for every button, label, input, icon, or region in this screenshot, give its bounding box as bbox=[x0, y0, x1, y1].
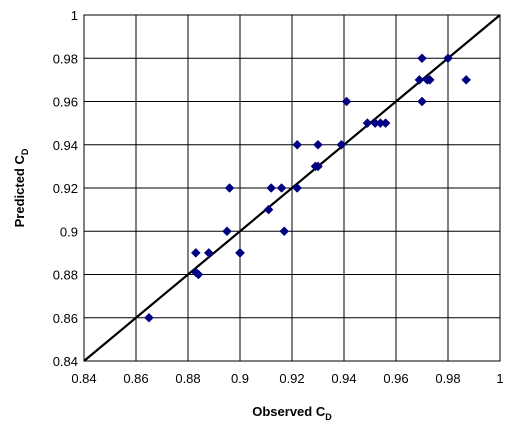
data-point bbox=[417, 53, 427, 64]
x-tick-label: 0.9 bbox=[231, 371, 249, 386]
data-point bbox=[292, 139, 303, 150]
data-point bbox=[424, 75, 435, 85]
y-tick-label: 0.9 bbox=[60, 224, 78, 239]
data-point bbox=[417, 96, 427, 107]
data-point bbox=[190, 248, 201, 258]
x-tick-label: 0.96 bbox=[383, 371, 408, 386]
data-point bbox=[279, 226, 290, 237]
data-point bbox=[224, 183, 235, 193]
x-tick-label: 0.88 bbox=[175, 371, 200, 386]
data-point bbox=[414, 75, 425, 85]
x-axis-tick-labels: 0.84 0.86 0.88 0.9 0.92 0.94 0.96 0.98 1 bbox=[71, 371, 503, 386]
y-axis-title: Predicted CD bbox=[12, 148, 30, 227]
x-tick-label: 0.84 bbox=[71, 371, 96, 386]
x-tick-label: 1 bbox=[496, 371, 503, 386]
y-tick-label: 1 bbox=[71, 8, 78, 23]
data-point bbox=[276, 183, 287, 193]
data-points bbox=[144, 53, 472, 323]
y-axis-title-main: Predicted C bbox=[12, 155, 27, 228]
data-point bbox=[203, 248, 214, 258]
y-tick-label: 0.88 bbox=[53, 268, 78, 283]
data-point bbox=[263, 204, 274, 215]
y-tick-label: 0.92 bbox=[53, 181, 78, 196]
y-axis-tick-labels: 0.84 0.86 0.88 0.9 0.92 0.94 0.96 0.98 1 bbox=[53, 8, 78, 369]
y-tick-label: 0.86 bbox=[53, 311, 78, 326]
x-tick-label: 0.98 bbox=[435, 371, 460, 386]
data-point bbox=[313, 139, 323, 150]
y-tick-label: 0.94 bbox=[53, 138, 78, 153]
data-point bbox=[266, 183, 277, 193]
data-point bbox=[144, 312, 154, 323]
reference-line bbox=[83, 14, 501, 362]
data-point bbox=[292, 183, 303, 193]
data-point bbox=[380, 118, 391, 128]
x-axis-title: Observed CD bbox=[252, 404, 332, 422]
x-tick-label: 0.94 bbox=[331, 371, 356, 386]
data-point bbox=[222, 226, 232, 237]
data-point bbox=[461, 75, 472, 85]
plot-area-frame bbox=[83, 14, 501, 362]
data-point bbox=[341, 96, 352, 107]
y-tick-label: 0.98 bbox=[53, 51, 78, 66]
data-point bbox=[193, 269, 204, 280]
data-point bbox=[443, 53, 453, 64]
data-point bbox=[235, 248, 245, 258]
data-point bbox=[336, 139, 347, 150]
y-tick-label: 0.84 bbox=[53, 354, 78, 369]
x-axis-title-main: Observed C bbox=[252, 404, 326, 419]
y-tick-label: 0.96 bbox=[53, 95, 78, 110]
data-point bbox=[313, 161, 323, 172]
x-tick-label: 0.92 bbox=[279, 371, 304, 386]
x-tick-label: 0.86 bbox=[123, 371, 148, 386]
data-point bbox=[362, 118, 373, 128]
y-axis-title-subscript: D bbox=[20, 148, 30, 155]
x-axis-title-subscript: D bbox=[325, 412, 332, 422]
